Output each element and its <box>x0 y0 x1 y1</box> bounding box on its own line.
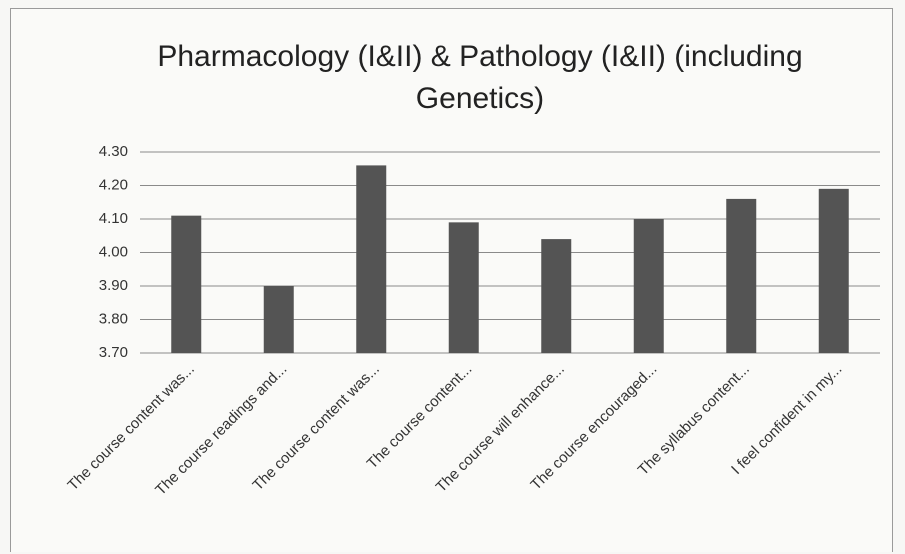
bar <box>726 198 757 353</box>
bar <box>448 222 479 353</box>
y-tick-label: 4.20 <box>99 176 128 193</box>
bar <box>818 188 849 353</box>
y-tick-label: 4.00 <box>99 243 128 260</box>
bar <box>171 215 202 353</box>
bar <box>633 219 664 353</box>
bar <box>541 239 572 353</box>
x-tick-label: The course content... <box>364 361 476 473</box>
y-tick-label: 3.90 <box>99 277 128 294</box>
y-tick-label: 4.10 <box>99 210 128 227</box>
bar <box>263 286 294 353</box>
y-tick-label: 4.30 <box>99 143 128 160</box>
y-tick-label: 3.80 <box>99 310 128 327</box>
y-tick-label: 3.70 <box>99 344 128 361</box>
chart-title: Pharmacology (I&II) & Pathology (I&II) (… <box>157 40 803 115</box>
bar <box>356 165 387 353</box>
